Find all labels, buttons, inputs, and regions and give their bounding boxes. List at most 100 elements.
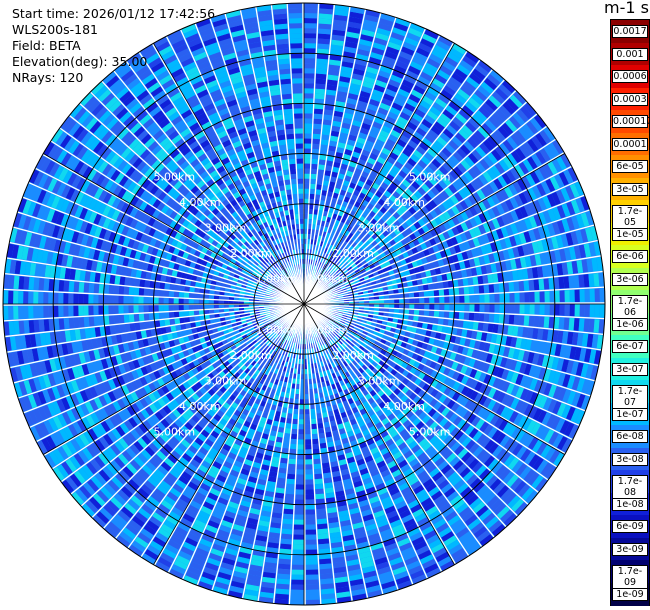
range-gate — [363, 307, 370, 311]
range-gate — [442, 231, 451, 240]
range-gate — [478, 174, 489, 186]
range-gate — [307, 228, 312, 235]
range-gate — [433, 339, 440, 347]
range-gate — [317, 33, 331, 40]
range-gate — [392, 190, 401, 199]
range-gate — [472, 191, 482, 203]
range-gate — [329, 256, 334, 262]
range-gate — [340, 274, 346, 280]
range-gate — [402, 264, 409, 271]
range-gate — [369, 300, 375, 304]
range-gate — [376, 173, 386, 182]
range-gate — [454, 353, 462, 363]
range-gate — [438, 223, 447, 233]
range-gate — [466, 348, 474, 358]
range-gate — [350, 177, 359, 185]
range-gate — [442, 211, 452, 221]
range-gate — [561, 331, 569, 344]
range-gate — [430, 186, 440, 196]
range-gate — [300, 384, 304, 390]
range-gate — [293, 534, 304, 540]
range-gate — [527, 327, 534, 339]
range-gate — [323, 175, 331, 182]
range-gate — [504, 237, 512, 248]
range-gate — [410, 326, 417, 334]
range-gate — [313, 463, 322, 470]
range-gate — [423, 151, 434, 162]
range-gate — [492, 273, 499, 283]
range-gate — [457, 345, 464, 355]
range-gate — [404, 235, 413, 244]
range-gate — [360, 259, 367, 266]
range-gate — [317, 43, 330, 50]
range-gate — [530, 340, 537, 352]
range-gate — [502, 271, 509, 282]
range-gate — [316, 518, 328, 525]
range-gate — [405, 175, 414, 184]
range-gate — [442, 318, 449, 326]
range-gate — [318, 164, 325, 171]
range-gate — [548, 142, 560, 157]
range-gate — [317, 528, 329, 535]
range-gate — [388, 312, 394, 318]
range-gate — [283, 513, 293, 520]
range-gate — [446, 197, 455, 208]
range-gate — [397, 318, 404, 325]
range-gate — [552, 386, 562, 400]
range-gate — [415, 199, 425, 209]
range-gate — [520, 375, 529, 387]
range-gate — [327, 74, 339, 81]
range-gate — [534, 291, 540, 303]
range-gate — [348, 260, 355, 266]
range-gate — [411, 247, 419, 255]
range-gate — [505, 370, 514, 382]
range-gate — [293, 539, 304, 545]
range-gate — [551, 158, 563, 173]
range-gate — [353, 224, 360, 231]
range-gate — [340, 127, 350, 135]
range-gate — [576, 260, 584, 274]
range-gate — [430, 345, 438, 354]
range-gate — [319, 154, 327, 161]
range-gate — [481, 233, 490, 244]
range-gate — [351, 235, 358, 242]
range-gate — [508, 281, 515, 292]
range-gate — [330, 130, 340, 137]
range-gate — [319, 568, 333, 575]
range-gate — [557, 372, 566, 386]
range-gate — [357, 226, 364, 234]
range-gate — [319, 8, 333, 15]
range-gate — [304, 73, 315, 79]
range-gate — [358, 192, 366, 200]
range-gate — [416, 145, 427, 155]
range-gate — [423, 193, 432, 203]
range-gate — [547, 370, 556, 383]
range-gate — [368, 307, 375, 311]
range-gate — [312, 138, 321, 145]
range-gate — [441, 147, 452, 158]
range-gate — [459, 200, 469, 211]
range-gate — [408, 27, 423, 38]
range-gate — [513, 91, 527, 105]
range-gate — [451, 205, 460, 216]
range-gate — [347, 276, 353, 281]
range-gate — [339, 76, 351, 83]
range-gate — [305, 534, 317, 540]
range-gate — [283, 437, 290, 444]
range-gate — [564, 290, 570, 303]
range-gate — [480, 332, 488, 342]
range-gate — [318, 432, 326, 439]
range-gate — [548, 384, 557, 398]
range-gate — [331, 251, 337, 258]
range-gate — [457, 88, 470, 101]
range-gate — [414, 51, 428, 62]
range-gate — [451, 97, 464, 108]
range-gate — [380, 181, 389, 190]
range-gate — [456, 252, 464, 262]
range-gate — [282, 518, 293, 525]
range-gate — [411, 167, 421, 177]
range-gate — [343, 196, 351, 203]
range-gate — [505, 212, 515, 224]
range-gate — [426, 222, 434, 231]
range-gate — [296, 469, 304, 475]
